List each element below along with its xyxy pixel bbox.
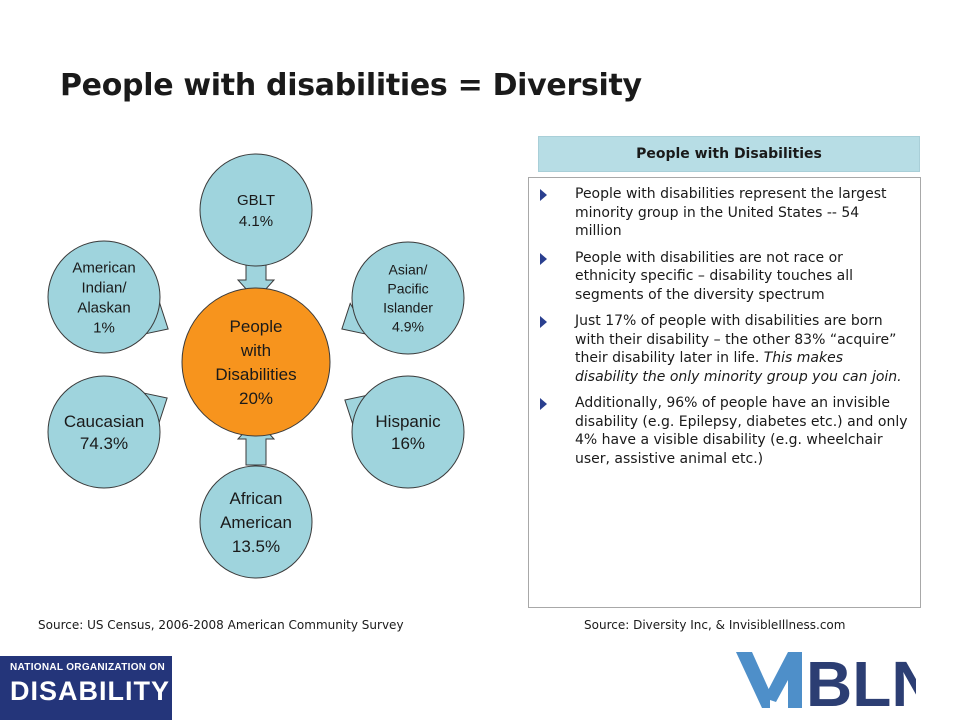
- vabln-logo-mark: [736, 652, 770, 708]
- diagram-node: Hispanic 16%: [351, 375, 465, 489]
- bullet-text: Additionally, 96% of people have an invi…: [575, 395, 908, 467]
- bullet-item: Just 17% of people with disabilities are…: [539, 312, 908, 386]
- diagram-node-label: Indian/: [81, 279, 127, 296]
- diagram-node-label: Islander: [383, 299, 433, 315]
- triangle-right-icon: [540, 252, 547, 265]
- diagram-node-label: American: [72, 259, 135, 276]
- diagram-node-label: Asian/: [389, 261, 428, 277]
- diagram-node-circle: [47, 240, 161, 354]
- bullet-list: People with disabilities represent the l…: [529, 178, 920, 468]
- panel-header: People with Disabilities: [538, 136, 920, 172]
- vabln-logo-text: BLN: [806, 648, 916, 710]
- diagram-node: African American 13.5%: [199, 465, 313, 579]
- diagram-node-label: 16%: [391, 434, 425, 453]
- diagram-node-circle: [351, 241, 465, 355]
- panel-box: People with disabilities represent the l…: [528, 177, 921, 608]
- diagram-node: GBLT 4.1%: [199, 153, 313, 267]
- diagram-node-circle: [47, 375, 161, 489]
- diagram-node-label: 4.9%: [392, 318, 424, 334]
- diagram-node-label: with: [240, 341, 271, 360]
- diagram-node: American Indian/Alaskan 1%: [47, 240, 161, 354]
- vabln-logo-mark-arm: [764, 652, 802, 708]
- diagram-circles: GBLT 4.1% Asian/Pacific Islander 4.9% Hispani…: [47, 153, 465, 579]
- bullet-item: People with disabilities are not race or…: [539, 249, 908, 305]
- bullet-text: People with disabilities are not race or…: [575, 249, 853, 303]
- diagram-node-circle: [199, 465, 313, 579]
- diagram-node-label: Disabilities: [215, 365, 296, 384]
- vabln-logo: BLN: [736, 648, 916, 710]
- diagram-center-circle: [181, 287, 331, 437]
- diagram-node-label: Alaskan: [77, 299, 130, 316]
- diagram-node-label: Pacific: [387, 280, 428, 296]
- diagram-node-circle: [351, 375, 465, 489]
- diagram-node: Caucasian 74.3%: [47, 375, 161, 489]
- triangle-right-icon: [540, 398, 547, 410]
- diagram-node-label: American: [220, 513, 292, 532]
- diagram-node: Asian/Pacific Islander 4.9%: [351, 241, 465, 355]
- nod-logo-dis: DIS: [10, 676, 59, 706]
- diagram-node-circle: [199, 153, 313, 267]
- diversity-diagram: GBLT 4.1% Asian/Pacific Islander 4.9% Hispani…: [47, 153, 465, 579]
- triangle-right-icon: [540, 316, 547, 328]
- nod-logo-top: NATIONAL ORGANIZATION ON: [10, 662, 165, 673]
- source-left: Source: US Census, 2006-2008 American Co…: [38, 618, 404, 632]
- diagram-node-label: Hispanic: [375, 412, 441, 431]
- diagram-node-label: GBLT: [237, 192, 275, 209]
- diagram-center-node: People with Disabilities 20%: [181, 287, 331, 437]
- diagram-node-label: 4.1%: [239, 213, 273, 230]
- nod-logo: NATIONAL ORGANIZATION ON DISABILITY: [0, 656, 172, 720]
- diagram-node-label: African: [230, 489, 283, 508]
- source-right: Source: Diversity Inc, & InvisibleIllnes…: [584, 618, 846, 632]
- diagram-node-label: Caucasian: [64, 412, 144, 431]
- bullet-text: People with disabilities represent the l…: [575, 186, 887, 239]
- triangle-right-icon: [540, 189, 547, 201]
- bullet-text: Just 17% of people with disabilities are…: [575, 313, 897, 366]
- diagram-node-label: 74.3%: [80, 434, 128, 453]
- diagram-node-label: 13.5%: [232, 537, 280, 556]
- nod-logo-bottom: DISABILITY: [10, 676, 172, 707]
- bullet-item: Additionally, 96% of people have an invi…: [539, 394, 908, 468]
- diagram-node-label: 20%: [239, 389, 273, 408]
- bullet-item: People with disabilities represent the l…: [539, 185, 908, 241]
- slide-title: People with disabilities = Diversity: [60, 68, 642, 103]
- bullet-italic-text: This makes disability the only minority …: [575, 350, 902, 385]
- diagram-node-label: 1%: [93, 319, 115, 336]
- nod-logo-ability: ABILITY: [58, 676, 171, 706]
- diagram-node-label: People: [230, 317, 283, 336]
